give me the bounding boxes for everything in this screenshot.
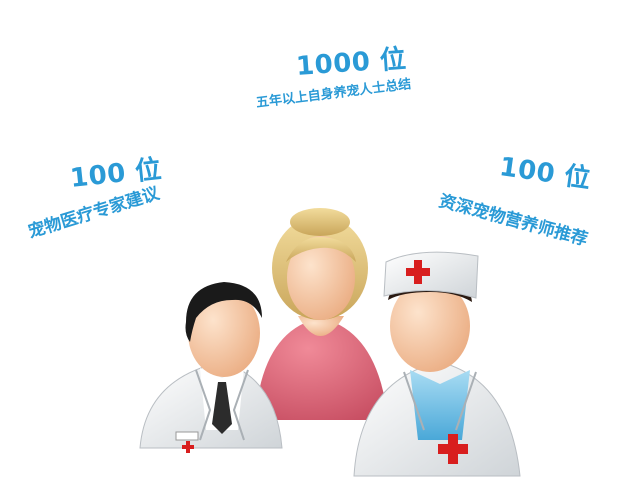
red-cross-icon bbox=[438, 434, 468, 464]
nurse-icon bbox=[353, 251, 521, 477]
woman-icon bbox=[255, 208, 388, 420]
male-doctor-icon bbox=[139, 282, 283, 453]
